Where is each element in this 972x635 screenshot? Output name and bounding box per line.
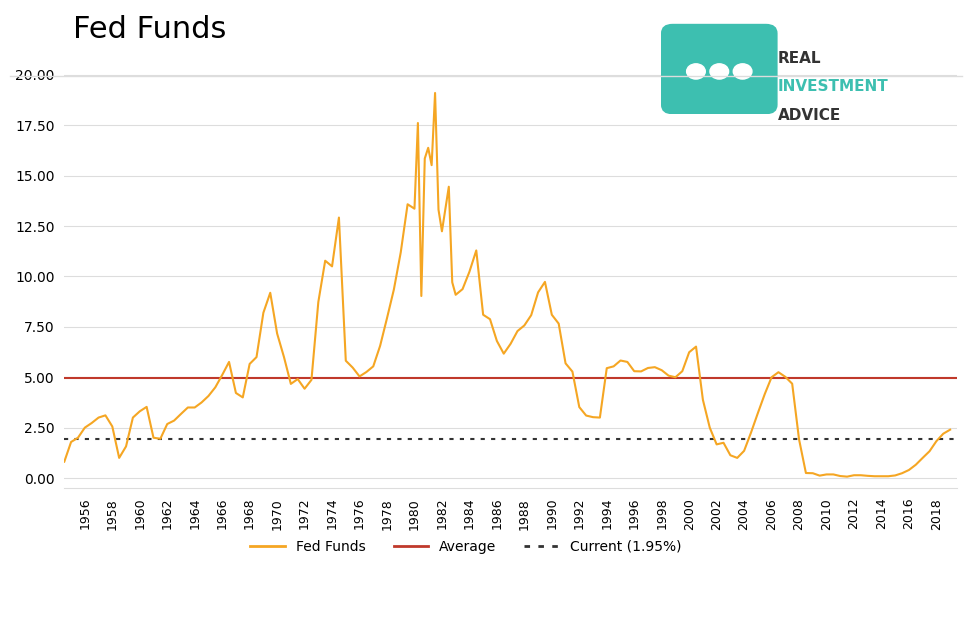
Circle shape xyxy=(686,64,706,79)
Circle shape xyxy=(710,64,729,79)
Text: ADVICE: ADVICE xyxy=(778,108,841,123)
Text: REAL: REAL xyxy=(778,51,821,66)
Text: Fed Funds: Fed Funds xyxy=(73,15,226,44)
Legend: Fed Funds, Average, Current (1.95%): Fed Funds, Average, Current (1.95%) xyxy=(245,534,687,559)
Text: INVESTMENT: INVESTMENT xyxy=(778,79,888,95)
Circle shape xyxy=(733,64,752,79)
FancyBboxPatch shape xyxy=(661,24,778,114)
